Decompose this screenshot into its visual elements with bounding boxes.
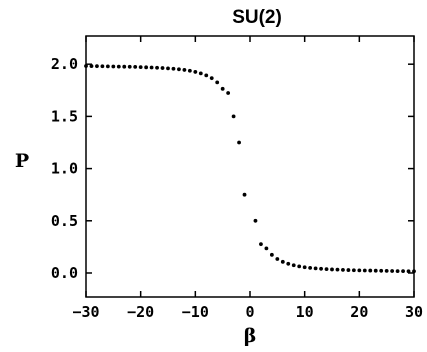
y-axis-ticks [86, 63, 414, 274]
data-point [237, 140, 241, 145]
y-axis-tick-labels: 0.0 0.5 1.0 1.5 2.0 [51, 55, 78, 282]
data-point [373, 268, 378, 273]
x-tick-label: 20 [350, 303, 368, 321]
data-point [280, 259, 285, 264]
x-axis-tick-labels: −30 −20 −10 0 10 20 30 [72, 303, 423, 321]
data-point [177, 67, 181, 72]
data-point [335, 267, 340, 272]
y-axis-label: P [15, 150, 29, 172]
data-point [368, 268, 373, 273]
data-point [253, 218, 258, 223]
x-tick-label: −10 [182, 303, 209, 321]
data-point [95, 64, 99, 69]
data-point [209, 76, 214, 81]
y-tick-label: 2.0 [51, 55, 78, 73]
data-point [116, 64, 121, 69]
data-point [138, 65, 143, 70]
data-point [231, 114, 236, 119]
y-tick-label: 1.0 [51, 160, 78, 178]
y-tick-label: 0.0 [51, 264, 78, 282]
data-point [330, 267, 334, 272]
data-point [362, 268, 367, 273]
x-tick-label: 10 [296, 303, 314, 321]
data-point [351, 268, 356, 273]
data-point [357, 268, 362, 273]
data-point [166, 66, 170, 71]
data-point [275, 257, 280, 261]
data-point [160, 66, 165, 70]
data-point [313, 266, 318, 271]
data-point [144, 65, 149, 70]
data-point [384, 269, 389, 273]
data-point [390, 269, 395, 273]
data-point [215, 80, 220, 85]
data-point [122, 64, 127, 69]
data-point [198, 71, 203, 76]
y-tick-label: 0.5 [51, 212, 78, 230]
data-point [89, 64, 94, 68]
data-point [319, 266, 323, 271]
data-point [204, 73, 209, 78]
data-point [182, 68, 187, 72]
data-point [308, 265, 313, 270]
data-point [193, 70, 198, 74]
x-tick-label: 0 [245, 303, 254, 321]
data-point [220, 86, 225, 91]
data-point [187, 68, 192, 73]
data-point [324, 267, 329, 272]
data-point [226, 91, 231, 95]
data-point [302, 265, 307, 270]
data-point [100, 64, 105, 69]
data-point [105, 64, 110, 69]
data-point [84, 64, 88, 68]
data-point [171, 66, 176, 71]
data-point [111, 64, 116, 69]
data-point [286, 261, 291, 266]
data-point [346, 268, 351, 272]
x-tick-label: −30 [72, 303, 99, 321]
data-point [291, 263, 296, 268]
data-point [259, 242, 263, 247]
chart-title: SU(2) [232, 7, 282, 28]
x-axis-ticks [85, 36, 415, 297]
data-point [149, 65, 154, 70]
data-point [297, 264, 302, 269]
data-point [155, 65, 159, 70]
data-point [269, 252, 274, 257]
data-point [401, 269, 405, 274]
data-point [406, 269, 411, 274]
data-points [84, 64, 416, 274]
data-point [412, 269, 416, 274]
data-point [127, 64, 132, 69]
y-tick-label: 1.5 [51, 107, 78, 125]
data-point [133, 65, 138, 69]
data-point [395, 269, 400, 274]
data-point [264, 246, 269, 251]
x-tick-label: 30 [405, 303, 423, 321]
data-point [242, 192, 247, 197]
x-tick-label: −20 [127, 303, 154, 321]
data-point [341, 267, 345, 272]
data-point [379, 268, 384, 273]
x-axis-label: β [244, 325, 257, 347]
plot-frame [85, 35, 415, 298]
